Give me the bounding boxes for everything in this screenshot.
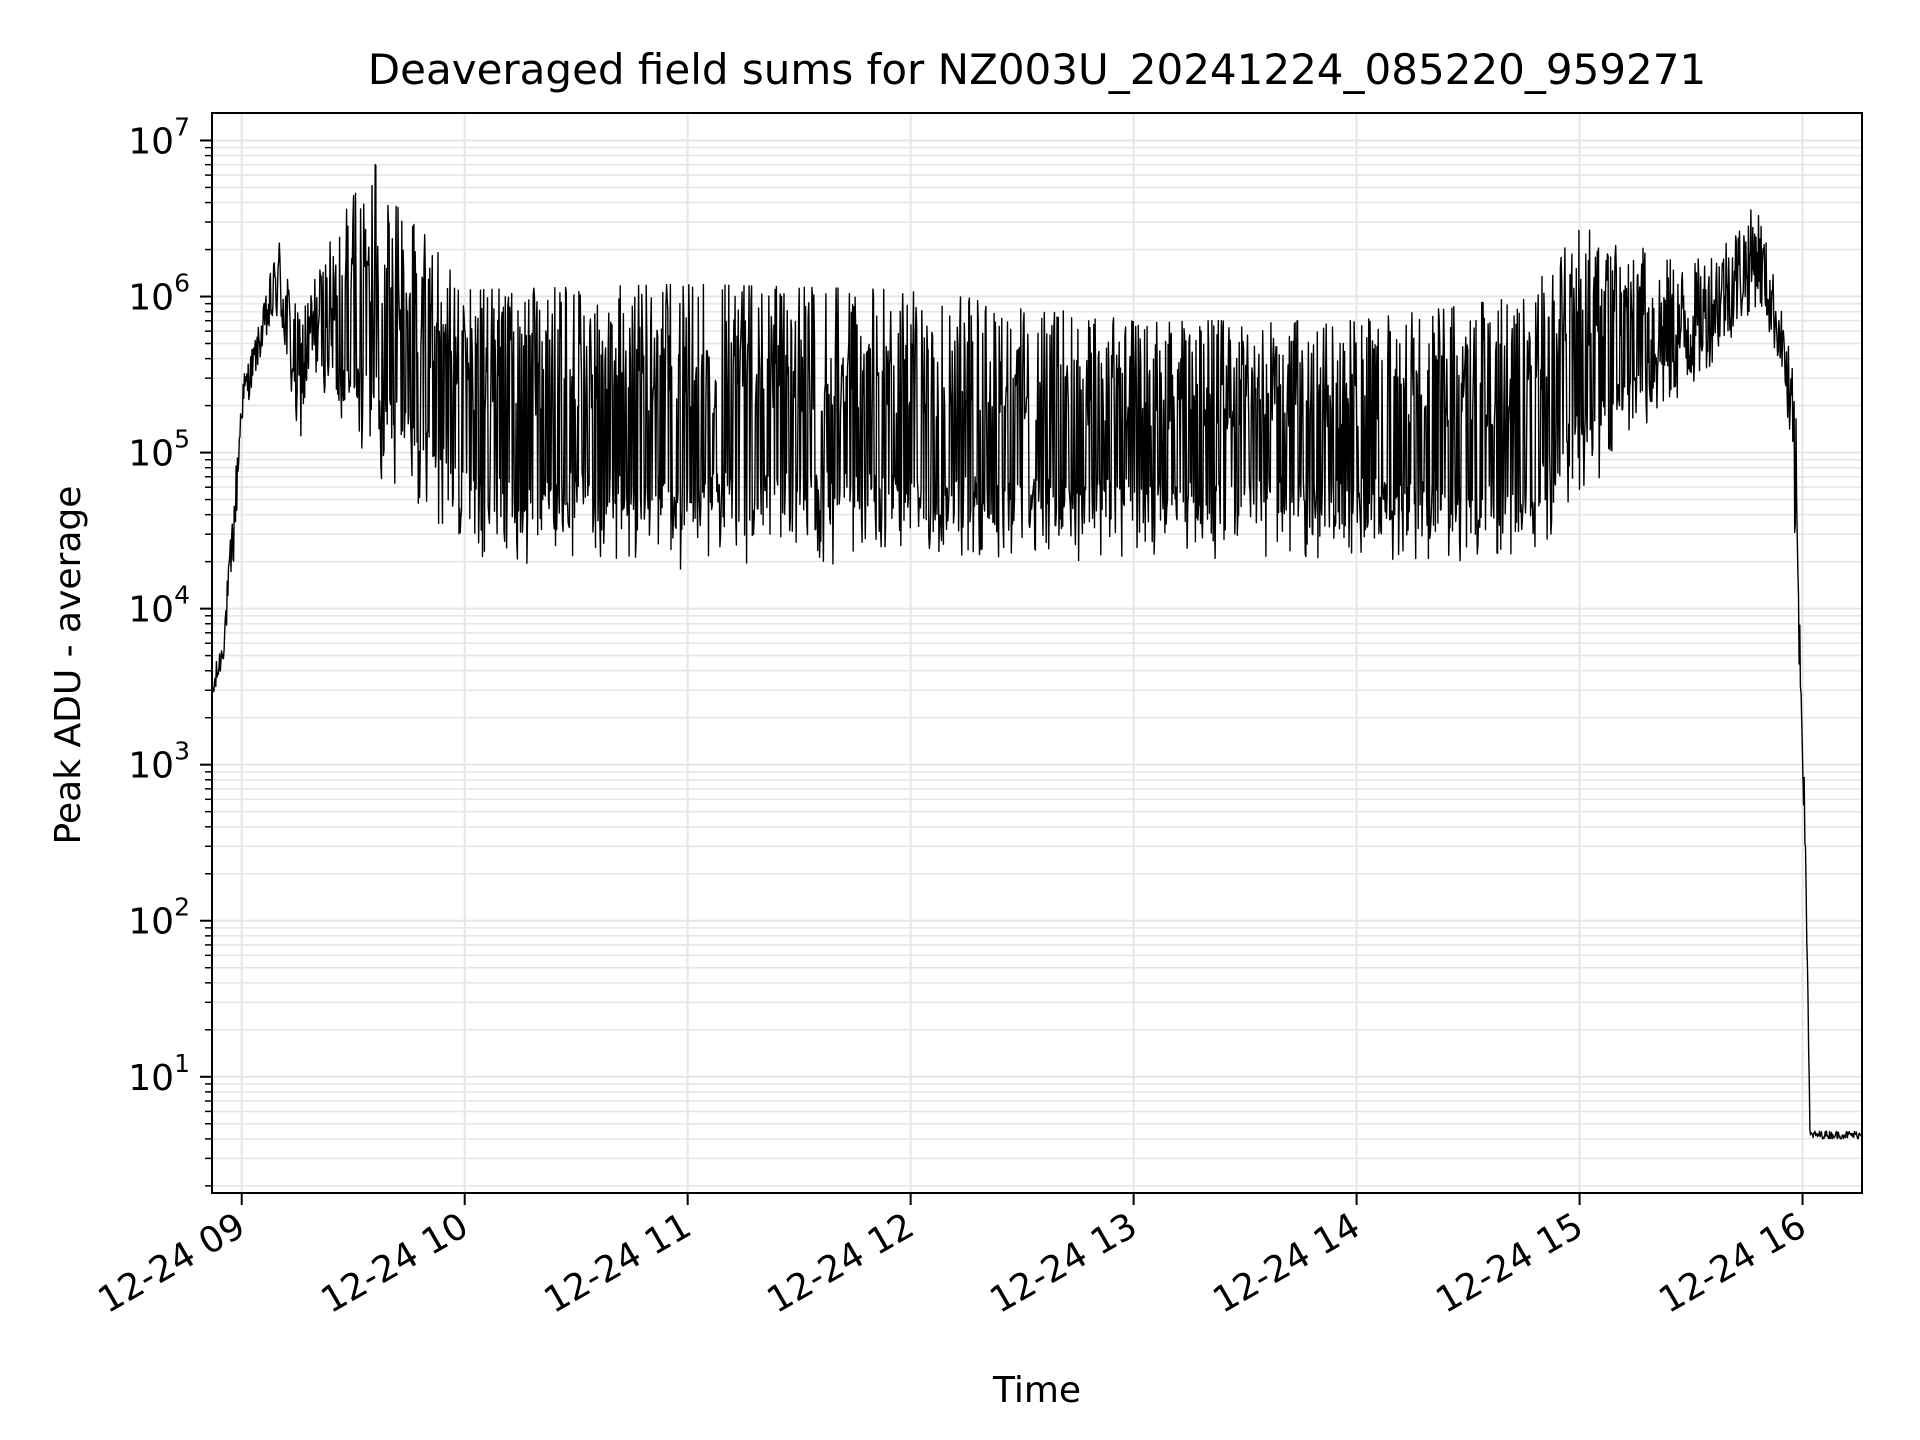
- plot-area: [211, 164, 1863, 1140]
- y-tick-label: 105: [128, 425, 190, 475]
- plot-frame: [211, 112, 1863, 1194]
- y-tick-label: 101: [128, 1049, 190, 1099]
- y-axis-label: Peak ADU - average: [48, 486, 89, 845]
- data-series-line: [211, 164, 1863, 1140]
- y-tick-label: 103: [128, 737, 190, 787]
- y-tick-label: 102: [128, 893, 190, 943]
- y-tick-label: 107: [128, 112, 190, 162]
- y-tick-label: 104: [128, 581, 190, 631]
- y-tick-label: 106: [128, 269, 190, 319]
- chart-title: Deaveraged field sums for NZ003U_2024122…: [368, 45, 1706, 94]
- x-axis-label: Time: [992, 1370, 1081, 1411]
